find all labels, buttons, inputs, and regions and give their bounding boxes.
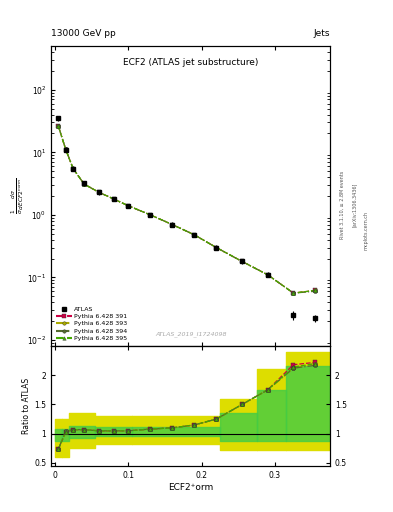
Text: Rivet 3.1.10, ≥ 2.8M events: Rivet 3.1.10, ≥ 2.8M events (340, 170, 345, 239)
Text: ATLAS_2019_I1724098: ATLAS_2019_I1724098 (155, 331, 226, 337)
Y-axis label: Ratio to ATLAS: Ratio to ATLAS (22, 378, 31, 434)
X-axis label: ECF2⁺orm: ECF2⁺orm (168, 482, 213, 492)
Text: [arXiv:1306.3436]: [arXiv:1306.3436] (352, 183, 357, 227)
Text: ECF2 (ATLAS jet substructure): ECF2 (ATLAS jet substructure) (123, 58, 258, 67)
Legend: ATLAS, Pythia 6.428 391, Pythia 6.428 393, Pythia 6.428 394, Pythia 6.428 395: ATLAS, Pythia 6.428 391, Pythia 6.428 39… (54, 305, 129, 343)
Y-axis label: $\frac{1}{\sigma}\frac{d\sigma}{dECF2^{norm}}$: $\frac{1}{\sigma}\frac{d\sigma}{dECF2^{n… (9, 178, 26, 214)
Text: Jets: Jets (314, 29, 330, 38)
Text: 13000 GeV pp: 13000 GeV pp (51, 29, 116, 38)
Text: mcplots.cern.ch: mcplots.cern.ch (364, 211, 369, 250)
